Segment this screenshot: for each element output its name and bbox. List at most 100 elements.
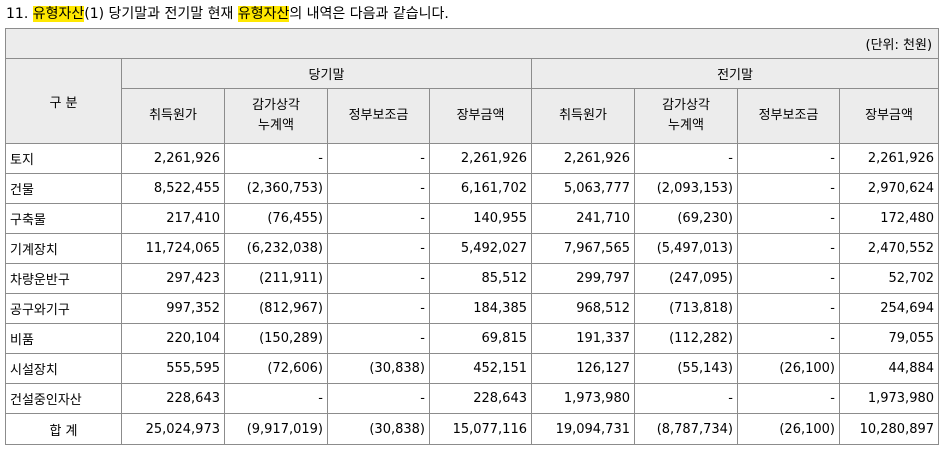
cell: 217,410 [121,203,225,234]
cell: (812,967) [224,293,328,324]
category-header: 구 분 [5,58,122,144]
cell: - [327,383,430,414]
cell: - [224,143,328,174]
tangible-assets-table: (단위: 천원) 구 분 당기말 전기말 취득원가 감가상각 누계액 정부보조금 … [4,28,940,445]
cell: (30,838) [327,413,430,445]
row-label: 토지 [5,143,122,174]
cell: 2,261,926 [531,143,635,174]
col-header-grant: 정부보조금 [737,88,840,144]
cell: (9,917,019) [224,413,328,445]
cell: 220,104 [121,323,225,354]
unit-label: (단위: 천원) [4,28,940,59]
cell: (69,230) [634,203,738,234]
cell: (76,455) [224,203,328,234]
cell: 172,480 [838,203,940,234]
cell: - [634,383,738,414]
col-header-depreciation: 감가상각 누계액 [224,88,328,144]
title-text-3: 의 내역은 다음과 같습니다. [289,6,449,22]
cell: 8,522,455 [121,173,225,204]
cell: 228,643 [121,383,225,414]
cell: - [737,233,840,264]
table-row: 차량운반구 297,423 (211,911) -85,512 299,797 (247,… [5,263,940,294]
col-header-depreciation: 감가상각 누계액 [634,88,738,144]
cell: 555,595 [121,353,225,384]
cell: - [327,263,430,294]
cell: - [737,323,840,354]
col-header-grant: 정부보조금 [327,88,430,144]
cell: 7,967,565 [531,233,635,264]
cell: - [327,203,430,234]
total-label: 합 계 [5,413,122,445]
table-row: 건물 8,522,455 (2,360,753) -6,161,702 5,063,77… [5,173,940,204]
table-row: 시설장치 555,595 (72,606) (30,838) 452,151 126,12… [5,353,940,384]
cell: - [327,233,430,264]
row-label: 구축물 [5,203,122,234]
cell: - [224,383,328,414]
total-row: 합 계 25,024,973 (9,917,019) (30,838) 15,0… [5,413,940,445]
cell: - [327,143,430,174]
title-highlight-2: 유형자산 [237,6,290,22]
row-label: 차량운반구 [5,263,122,294]
row-label: 시설장치 [5,353,122,384]
cell: 2,261,926 [121,143,225,174]
cell: (55,143) [634,353,738,384]
cell: (26,100) [737,353,840,384]
cell: - [634,143,738,174]
cell: 85,512 [429,263,532,294]
row-label: 공구와기구 [5,293,122,324]
cell: 2,470,552 [838,233,940,264]
cell: 297,423 [121,263,225,294]
cell: (2,093,153) [634,173,738,204]
cell: 254,694 [838,293,940,324]
cell: 15,077,116 [429,413,532,445]
cell: - [737,263,840,294]
cell: 452,151 [429,353,532,384]
cell: - [737,203,840,234]
prior-period-header: 전기말 [530,58,940,89]
col-header-book-value: 장부금액 [838,88,940,144]
title-highlight-1: 유형자산 [32,6,85,22]
title-text-2: (1) 당기말과 전기말 현재 [84,6,238,22]
cell: (713,818) [634,293,738,324]
cell: - [737,173,840,204]
cell: - [327,323,430,354]
cell: 299,797 [531,263,635,294]
table-row: 구축물 217,410 (76,455) -140,955 241,710 (69,230… [5,203,940,234]
row-label: 비품 [5,323,122,354]
cell: 997,352 [121,293,225,324]
cell: 1,973,980 [531,383,635,414]
cell: 191,337 [531,323,635,354]
cell: 2,261,926 [429,143,532,174]
cell: 241,710 [531,203,635,234]
cell: 1,973,980 [838,383,940,414]
cell: 184,385 [429,293,532,324]
cell: - [327,173,430,204]
cell: (26,100) [737,413,840,445]
cell: 10,280,897 [838,413,940,445]
cell: (247,095) [634,263,738,294]
row-label: 건설중인자산 [5,383,122,414]
cell: 126,127 [531,353,635,384]
cell: 5,063,777 [531,173,635,204]
table-row: 기계장치 11,724,065 (6,232,038) -5,492,027 7,967… [5,233,940,264]
cell: (112,282) [634,323,738,354]
cell: (72,606) [224,353,328,384]
cell: 25,024,973 [121,413,225,445]
cell: 44,884 [838,353,940,384]
cell: 5,492,027 [429,233,532,264]
col-header-cost: 취득원가 [531,88,635,144]
cell: (6,232,038) [224,233,328,264]
cell: (30,838) [327,353,430,384]
cell: 2,261,926 [838,143,940,174]
cell: 6,161,702 [429,173,532,204]
cell: 79,055 [838,323,940,354]
title-number: 11. [6,6,33,22]
cell: - [737,293,840,324]
cell: 968,512 [531,293,635,324]
cell: 11,724,065 [121,233,225,264]
col-header-cost: 취득원가 [121,88,225,144]
cell: 52,702 [838,263,940,294]
cell: 140,955 [429,203,532,234]
section-title: 11. 유형자산(1) 당기말과 전기말 현재 유형자산의 내역은 다음과 같습… [6,3,449,25]
col-header-book-value: 장부금액 [429,88,532,144]
